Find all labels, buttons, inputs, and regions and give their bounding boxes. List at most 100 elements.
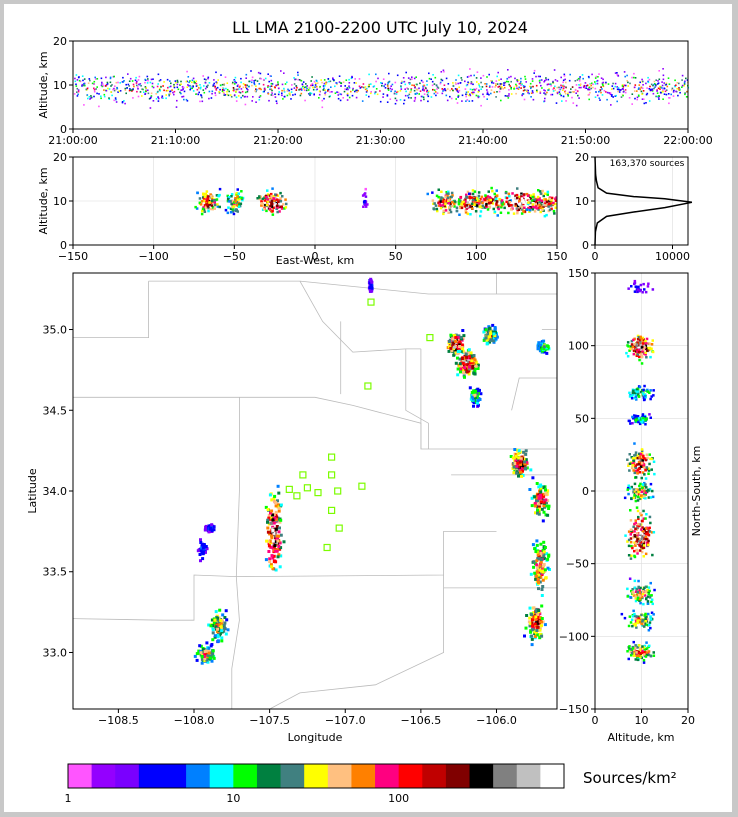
time-source-point <box>230 96 233 98</box>
ew-source-point <box>492 207 495 211</box>
time-source-point <box>407 94 409 97</box>
ew-source-point <box>444 195 447 198</box>
ns-source-point <box>634 499 638 503</box>
ew-source-point <box>523 206 526 209</box>
ew-source-point <box>440 196 443 199</box>
plan-source-point <box>473 358 477 362</box>
ns-source-point <box>640 495 644 499</box>
plan-source-point <box>530 634 534 638</box>
time-source-point <box>260 88 262 91</box>
ns-source-point <box>653 588 656 592</box>
ew-source-point <box>526 199 530 202</box>
plan-source-point <box>195 652 199 656</box>
plan-source-point <box>542 550 546 554</box>
time-source-point <box>415 76 417 78</box>
ew-source-point <box>227 206 230 209</box>
time-source-point <box>300 88 303 91</box>
time-source-point <box>407 77 410 79</box>
ew-source-point <box>534 197 538 201</box>
time-source-point <box>428 72 430 75</box>
time-source-point <box>339 93 342 95</box>
ns-source-point <box>641 456 644 460</box>
time-source-point <box>182 88 184 90</box>
ew-source-point <box>233 198 237 202</box>
time-source-point <box>472 83 474 86</box>
ns-source-point <box>628 615 632 618</box>
time-source-point <box>235 96 238 99</box>
plan-source-point <box>458 367 462 371</box>
ew-source-point <box>432 202 435 205</box>
ew-source-point <box>491 198 494 201</box>
time-source-point <box>552 90 555 92</box>
time-source-point <box>657 96 660 99</box>
ns-source-point <box>635 417 639 420</box>
plan-source-point <box>515 464 519 468</box>
time-source-point <box>552 88 554 91</box>
ns-source-point <box>636 526 639 530</box>
time-source-point <box>409 78 412 81</box>
plan-source-point <box>203 659 207 663</box>
plan-source-point <box>546 566 550 570</box>
plan-source-point <box>542 494 546 498</box>
altitude-time-xtick-label: 21:20:00 <box>253 134 302 147</box>
ns-source-point <box>645 513 648 516</box>
time-source-point <box>546 91 548 94</box>
ns-source-point <box>633 482 637 486</box>
plan-source-point <box>538 493 542 497</box>
ew-source-point <box>270 194 273 198</box>
time-source-point <box>411 78 413 80</box>
northsouth-xtick-label: 20 <box>681 714 695 727</box>
ns-source-point <box>633 579 637 583</box>
ew-source-point <box>278 210 281 213</box>
time-source-point <box>602 81 605 84</box>
plan-source-point <box>533 495 537 499</box>
plan-source-point <box>205 641 209 645</box>
time-source-point <box>313 86 315 89</box>
time-source-point <box>271 83 274 85</box>
time-source-point <box>316 88 318 91</box>
time-source-point <box>442 90 444 92</box>
ew-source-point <box>493 192 496 196</box>
ns-source-point <box>639 390 643 394</box>
time-source-point <box>437 87 440 89</box>
time-source-point <box>395 93 398 95</box>
ns-source-point <box>642 646 645 649</box>
time-source-point <box>295 89 298 91</box>
time-source-point <box>75 83 77 86</box>
plan-source-point <box>218 623 222 627</box>
time-source-point <box>271 89 273 92</box>
plan-source-point <box>452 353 456 357</box>
time-source-point <box>259 72 262 75</box>
time-source-point <box>445 89 447 92</box>
plan-source-point <box>204 528 208 532</box>
time-source-point <box>677 94 679 97</box>
time-source-point <box>357 89 359 92</box>
ns-source-point <box>633 648 636 652</box>
ew-source-point <box>500 206 503 209</box>
ns-source-point <box>631 457 635 460</box>
time-source-point <box>624 84 627 87</box>
time-source-point <box>238 91 241 93</box>
time-source-point <box>496 83 499 85</box>
time-source-point <box>503 82 505 84</box>
time-source-point <box>81 83 84 86</box>
plan-source-point <box>270 498 274 502</box>
ew-source-point <box>515 207 519 210</box>
time-source-point <box>348 82 351 84</box>
ns-source-point <box>640 484 644 487</box>
time-source-point <box>401 80 403 83</box>
time-source-point <box>139 83 142 85</box>
time-source-point <box>564 90 566 93</box>
time-source-point <box>602 85 605 88</box>
plan-source-point <box>461 361 465 365</box>
time-source-point <box>115 101 118 103</box>
time-source-point <box>657 82 660 84</box>
time-source-point <box>552 81 554 84</box>
ew-source-point <box>284 198 287 201</box>
ns-source-point <box>631 462 634 465</box>
ns-source-point <box>636 532 639 535</box>
ew-source-point <box>442 203 445 207</box>
ew-source-point <box>539 210 542 214</box>
ew-source-point <box>553 212 556 215</box>
ns-source-point <box>637 490 640 494</box>
